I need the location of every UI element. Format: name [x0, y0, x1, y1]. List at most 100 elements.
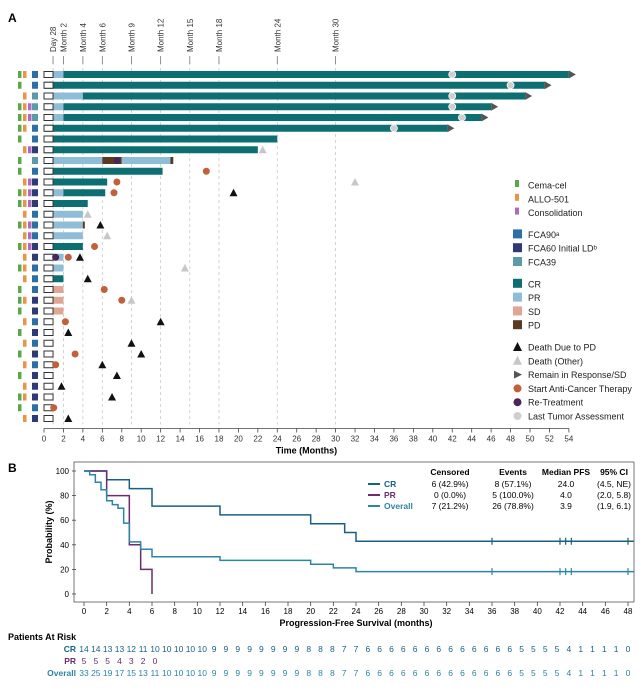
- at-risk-count: 10: [174, 644, 184, 654]
- milestone-label: Month 6: [98, 23, 107, 52]
- at-risk-count: 6: [365, 668, 370, 678]
- day28-box: [43, 114, 54, 121]
- day28-box: [43, 339, 54, 347]
- remain-in-response-arrow: [447, 124, 455, 133]
- response-bar-cr: [44, 200, 88, 207]
- regimen-marker-fca90: [32, 404, 38, 412]
- at-risk-count: 7: [342, 668, 347, 678]
- x-tick-label: 42: [448, 435, 457, 444]
- at-risk-count: 7: [354, 644, 359, 654]
- at-risk-count: 6: [472, 668, 477, 678]
- at-risk-count: 1: [578, 644, 583, 654]
- treatment-marker-cema: [18, 200, 22, 207]
- x-tick-label: 8: [120, 435, 125, 444]
- day28-box: [43, 318, 54, 326]
- at-risk-count: 9: [224, 668, 229, 678]
- x-tick-label: 24: [352, 607, 361, 616]
- milestone-label: Month 4: [79, 23, 88, 52]
- y-tick-label: 80: [60, 492, 69, 501]
- y-tick-label: 0: [65, 590, 70, 599]
- legend-swatch-cr: [513, 278, 522, 288]
- anticancer-dot: [110, 189, 118, 197]
- at-risk-count: 13: [138, 668, 148, 678]
- at-risk-count: 1: [614, 668, 619, 678]
- treatment-marker-allo: [23, 200, 27, 207]
- response-bar-cr: [63, 189, 106, 197]
- last-dot: [458, 113, 466, 122]
- at-risk-count: 9: [259, 644, 264, 654]
- stats-cell: 7 (21.2%): [432, 501, 469, 511]
- at-risk-count: 0: [626, 644, 631, 654]
- at-risk-count: 9: [283, 668, 288, 678]
- death-pd-triangle: [127, 339, 136, 347]
- last-dot: [390, 124, 398, 133]
- at-risk-count: 14: [91, 644, 101, 654]
- regimen-marker-fca90: [32, 167, 38, 175]
- response-bar-pr: [44, 114, 64, 121]
- day28-box: [43, 372, 54, 379]
- at-risk-count: 6: [436, 644, 441, 654]
- x-tick-label: 50: [526, 435, 535, 444]
- at-risk-count: 8: [318, 668, 323, 678]
- legend-dot-retreat: [513, 398, 522, 407]
- day28-box: [43, 189, 54, 197]
- treatment-marker-cema: [18, 350, 22, 358]
- death-other-triangle: [83, 210, 92, 218]
- regimen-marker-fca60: [32, 189, 38, 197]
- treatment-marker-allo: [23, 71, 27, 78]
- x-tick-label: 24: [273, 435, 282, 444]
- at-risk-count: 1: [590, 644, 595, 654]
- stats-cell: (2.0, 5.8): [597, 490, 631, 500]
- treatment-marker-consol: [28, 221, 32, 229]
- x-tick-label: 54: [564, 435, 573, 444]
- legend-label: ALLO-501: [528, 194, 569, 204]
- x-tick-label: 18: [284, 607, 293, 616]
- at-risk-count: 6: [377, 668, 382, 678]
- regimen-marker-fca90: [32, 318, 38, 326]
- stats-cell: (1.9, 6.1): [597, 501, 631, 511]
- treatment-marker-cema: [18, 307, 22, 315]
- x-tick-label: 2: [61, 435, 66, 444]
- legend-dot-anticancer: [513, 384, 522, 393]
- stats-cell: 0 (0.0%): [434, 490, 466, 500]
- treatment-marker-cema: [18, 264, 22, 272]
- regimen-marker-fca60: [32, 243, 38, 250]
- at-risk-count: 5: [93, 656, 98, 666]
- anticancer-dot: [91, 243, 99, 250]
- treatment-marker-consol: [28, 114, 32, 121]
- at-risk-count: 6: [448, 644, 453, 654]
- legend-label: Re-Treatment: [528, 398, 584, 408]
- response-bar-pd: [170, 157, 174, 164]
- day28-box: [43, 286, 54, 293]
- stats-header: Censored: [430, 467, 469, 477]
- plot-frame: [73, 461, 635, 603]
- day28-box: [43, 103, 54, 111]
- anticancer-dot: [64, 253, 72, 261]
- stats-cell: 4.0: [560, 490, 572, 500]
- death-pd-triangle: [64, 414, 73, 422]
- at-risk-count: 5: [531, 644, 536, 654]
- stats-cell: 26 (78.8%): [492, 501, 534, 511]
- treatment-marker-allo: [23, 243, 27, 250]
- treatment-marker-cema: [18, 167, 22, 175]
- at-risk-count: 7: [342, 644, 347, 654]
- at-risk-row-label: Overall: [47, 668, 76, 678]
- response-bar-cr: [63, 114, 482, 121]
- day28-box: [43, 81, 54, 89]
- at-risk-count: 3: [129, 656, 134, 666]
- legend-swatch-allo: [515, 193, 519, 201]
- legend-dot-last: [513, 412, 522, 420]
- at-risk-count: 6: [377, 644, 382, 654]
- response-bar-sd: [44, 296, 64, 304]
- at-risk-count: 5: [531, 668, 536, 678]
- at-risk-count: 6: [401, 668, 406, 678]
- treatment-marker-allo: [23, 232, 27, 240]
- km-curve-overall: [84, 470, 634, 573]
- x-tick-label: 42: [556, 607, 565, 616]
- regimen-marker-fca90: [32, 81, 38, 89]
- legend-swatch-fca60: [513, 243, 522, 253]
- treatment-marker-allo: [23, 103, 27, 111]
- remain-in-response-arrow: [481, 113, 489, 122]
- day28-box: [43, 275, 54, 283]
- day28-box: [43, 296, 54, 304]
